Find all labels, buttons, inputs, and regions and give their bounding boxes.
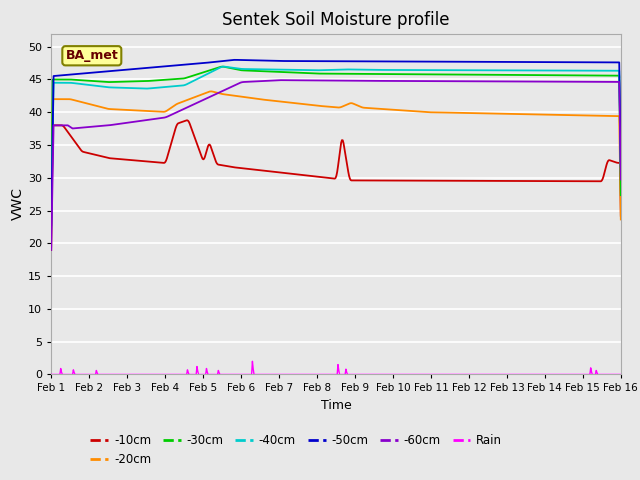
Legend: -10cm, -20cm, -30cm, -40cm, -50cm, -60cm, Rain: -10cm, -20cm, -30cm, -40cm, -50cm, -60cm…: [86, 430, 507, 471]
Title: Sentek Soil Moisture profile: Sentek Soil Moisture profile: [222, 11, 450, 29]
X-axis label: Time: Time: [321, 399, 351, 412]
Text: BA_met: BA_met: [65, 49, 118, 62]
Y-axis label: VWC: VWC: [12, 188, 25, 220]
